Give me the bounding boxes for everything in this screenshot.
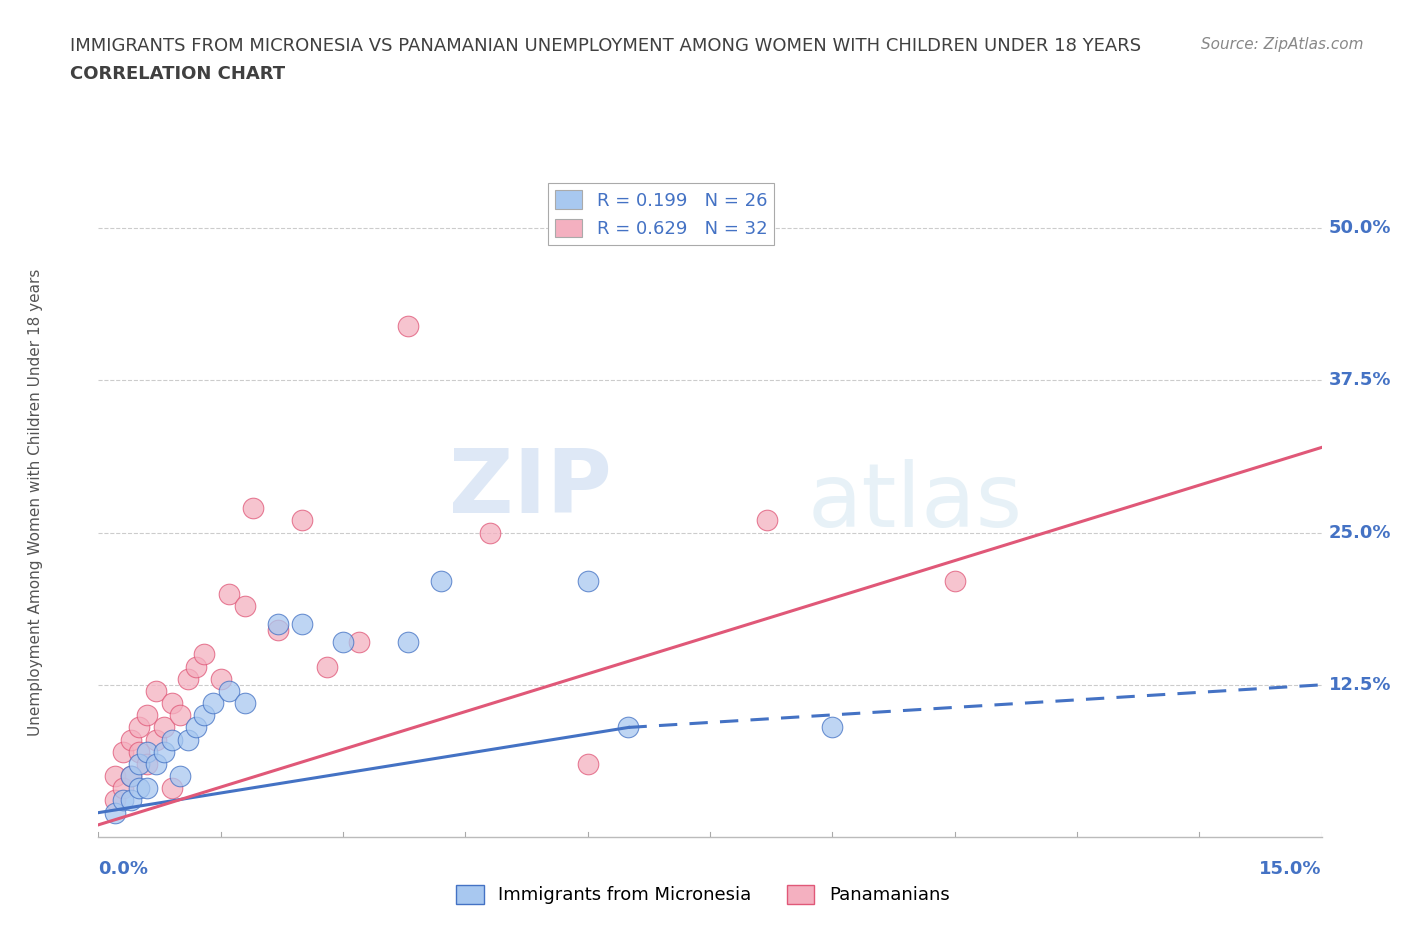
Point: [576, 574, 599, 589]
Point: [943, 574, 966, 589]
Point: [104, 793, 127, 808]
Point: [128, 720, 150, 735]
Point: [177, 732, 200, 747]
Point: [332, 635, 354, 650]
Point: [160, 696, 183, 711]
Point: [396, 318, 419, 333]
Point: [136, 781, 159, 796]
Point: [576, 756, 599, 771]
Point: [349, 635, 371, 650]
Point: [160, 781, 183, 796]
Point: [478, 525, 501, 540]
Point: [267, 622, 290, 637]
Legend: Immigrants from Micronesia, Panamanians: Immigrants from Micronesia, Panamanians: [449, 878, 957, 911]
Point: [756, 513, 779, 528]
Text: ZIP: ZIP: [450, 445, 612, 532]
Point: [145, 756, 167, 771]
Text: CORRELATION CHART: CORRELATION CHART: [70, 65, 285, 83]
Point: [136, 756, 159, 771]
Point: [145, 684, 167, 698]
Text: 50.0%: 50.0%: [1329, 219, 1391, 237]
Text: 37.5%: 37.5%: [1329, 371, 1391, 390]
Text: Source: ZipAtlas.com: Source: ZipAtlas.com: [1201, 37, 1364, 52]
Point: [396, 635, 419, 650]
Point: [233, 598, 256, 613]
Legend: R = 0.199   N = 26, R = 0.629   N = 32: R = 0.199 N = 26, R = 0.629 N = 32: [548, 183, 775, 246]
Point: [218, 586, 240, 601]
Point: [430, 574, 453, 589]
Point: [193, 708, 215, 723]
Point: [120, 769, 142, 784]
Point: [152, 744, 174, 759]
Text: Unemployment Among Women with Children Under 18 years: Unemployment Among Women with Children U…: [28, 269, 42, 736]
Point: [104, 769, 127, 784]
Point: [128, 781, 150, 796]
Point: [186, 659, 208, 674]
Text: 12.5%: 12.5%: [1329, 676, 1391, 694]
Point: [209, 671, 232, 686]
Point: [136, 708, 159, 723]
Point: [160, 732, 183, 747]
Point: [193, 647, 215, 662]
Point: [617, 720, 640, 735]
Point: [291, 513, 314, 528]
Point: [120, 769, 142, 784]
Point: [120, 732, 142, 747]
Point: [201, 696, 224, 711]
Point: [136, 744, 159, 759]
Point: [177, 671, 200, 686]
Point: [233, 696, 256, 711]
Text: atlas: atlas: [808, 458, 1024, 546]
Point: [111, 744, 134, 759]
Point: [218, 684, 240, 698]
Point: [169, 769, 191, 784]
Point: [291, 617, 314, 631]
Point: [120, 793, 142, 808]
Point: [111, 781, 134, 796]
Point: [145, 732, 167, 747]
Point: [111, 793, 134, 808]
Point: [315, 659, 337, 674]
Point: [267, 617, 290, 631]
Text: 25.0%: 25.0%: [1329, 524, 1391, 541]
Point: [152, 720, 174, 735]
Point: [169, 708, 191, 723]
Text: 0.0%: 0.0%: [98, 860, 149, 878]
Point: [104, 805, 127, 820]
Point: [821, 720, 844, 735]
Point: [128, 744, 150, 759]
Point: [186, 720, 208, 735]
Text: 15.0%: 15.0%: [1260, 860, 1322, 878]
Point: [128, 756, 150, 771]
Text: IMMIGRANTS FROM MICRONESIA VS PANAMANIAN UNEMPLOYMENT AMONG WOMEN WITH CHILDREN : IMMIGRANTS FROM MICRONESIA VS PANAMANIAN…: [70, 37, 1142, 55]
Point: [242, 501, 264, 516]
